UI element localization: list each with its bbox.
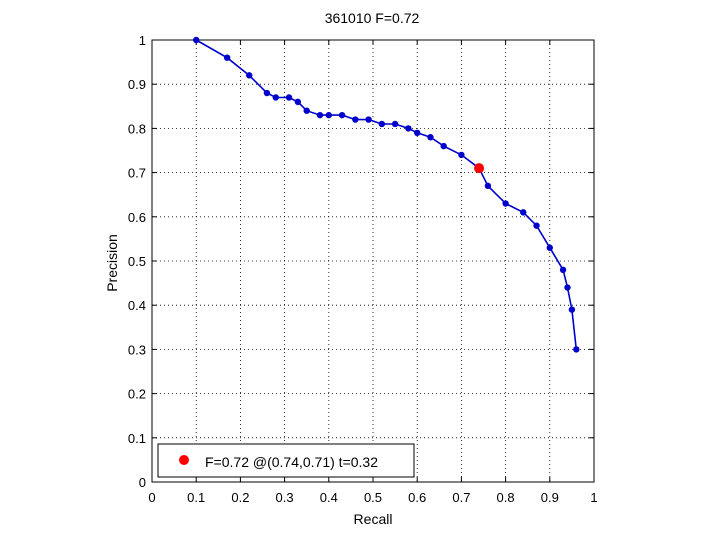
pr-curve-line <box>195 39 578 350</box>
pr-curve-point <box>378 120 386 128</box>
y-tick-label: 0.5 <box>128 254 146 269</box>
y-tick-label: 0.1 <box>128 431 146 446</box>
pr-curve-point <box>533 222 540 229</box>
x-tick-label: 0 <box>148 490 155 505</box>
x-tick-label: 0.8 <box>497 490 515 505</box>
pr-curve-point <box>316 111 324 119</box>
x-tick-label: 1 <box>590 490 597 505</box>
y-axis-label: Precision <box>104 234 120 292</box>
x-tick-label: 0.7 <box>452 490 470 505</box>
pr-curve-point <box>520 209 527 216</box>
pr-curve-point <box>263 89 271 97</box>
legend-marker <box>179 455 189 465</box>
x-tick-label: 0.1 <box>187 490 205 505</box>
pr-curve-point <box>568 306 576 313</box>
pr-curve-point <box>573 346 580 353</box>
pr-curve-point <box>193 36 200 44</box>
pr-curve-point <box>414 129 421 137</box>
pr-curve-point <box>458 151 465 159</box>
x-tick-label: 0.3 <box>276 490 294 505</box>
x-axis-label: Recall <box>354 511 393 527</box>
pr-curve-point <box>427 134 434 141</box>
pr-curve-point <box>405 125 412 132</box>
x-tick-label: 0.9 <box>541 490 559 505</box>
pr-curve-point <box>246 72 253 79</box>
highlight-layer <box>474 163 485 174</box>
y-tick-label: 0.3 <box>128 342 146 357</box>
pr-curve-point <box>440 142 447 150</box>
y-tick-label: 0.9 <box>128 77 146 92</box>
best-f-point <box>474 163 485 174</box>
pr-curve-point <box>559 266 567 274</box>
pr-curve-point <box>325 111 332 119</box>
y-tick-label: 0.2 <box>128 387 146 402</box>
pr-curve-point <box>391 120 399 128</box>
legend: F=0.72 @(0.74,0.71) t=0.32 <box>157 443 415 478</box>
y-tick-label: 0 <box>139 475 146 490</box>
pr-curve-point <box>303 107 310 114</box>
pr-curve-point <box>294 98 302 106</box>
y-tick-labels: 0 0.1 0.2 0.3 0.4 0.5 0.6 0.7 0.8 0.9 1 <box>128 33 146 490</box>
pr-curve-point <box>223 54 231 61</box>
grid <box>152 40 594 482</box>
x-tick-label: 0.4 <box>320 490 338 505</box>
x-tick-labels: 0 0.1 0.2 0.3 0.4 0.5 0.6 0.7 0.8 0.9 1 <box>148 490 597 505</box>
legend-box <box>157 443 415 478</box>
y-tick-label: 0.7 <box>128 166 146 181</box>
chart-title: 361010 F=0.72 <box>325 10 420 26</box>
pr-curve-point <box>564 284 571 291</box>
pr-curve-point <box>484 182 492 190</box>
series-layer <box>193 36 580 353</box>
legend-label: F=0.72 @(0.74,0.71) t=0.32 <box>205 454 378 470</box>
pr-curve-point <box>338 111 346 119</box>
axis-ticks <box>151 39 595 483</box>
pr-curve-point <box>272 94 279 101</box>
y-tick-label: 1 <box>139 33 146 48</box>
pr-curve-point <box>502 200 509 207</box>
pr-curve-point <box>365 116 372 123</box>
y-tick-label: 0.6 <box>128 210 146 225</box>
x-tick-label: 0.6 <box>408 490 426 505</box>
y-tick-label: 0.4 <box>128 298 146 313</box>
pr-curve-point <box>285 94 293 101</box>
x-tick-label: 0.5 <box>364 490 382 505</box>
pr-curve-point <box>546 244 553 251</box>
pr-curve-point <box>352 116 359 123</box>
y-tick-label: 0.8 <box>128 121 146 136</box>
x-tick-label: 0.2 <box>231 490 249 505</box>
